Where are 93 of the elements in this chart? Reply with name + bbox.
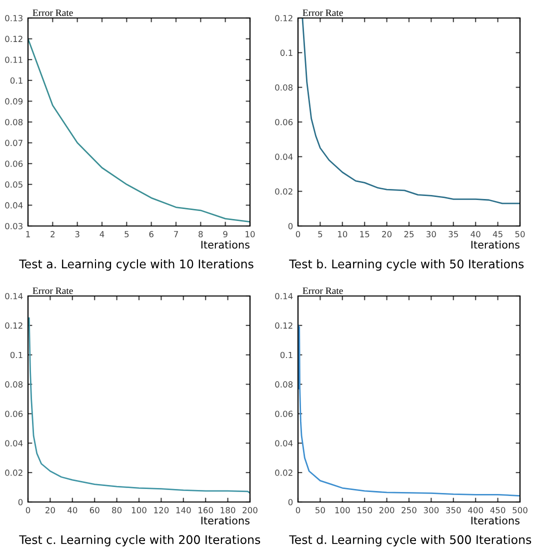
x-tick-label: 0 bbox=[296, 507, 300, 514]
y-axis-title: Error Rate bbox=[32, 10, 73, 16]
y-tick-label: 0.06 bbox=[5, 160, 23, 167]
x-tick-label: 200 bbox=[242, 507, 258, 514]
x-tick-label: 500 bbox=[512, 507, 528, 514]
line-series bbox=[302, 18, 520, 204]
y-tick-label: 0.02 bbox=[5, 470, 22, 476]
x-tick-label: 300 bbox=[424, 507, 439, 514]
line-series bbox=[28, 38, 250, 223]
y-tick-label: 0.03 bbox=[5, 222, 22, 230]
x-tick-label: 20 bbox=[382, 231, 392, 238]
x-tick-label: 250 bbox=[402, 507, 416, 514]
y-tick-label: 0.04 bbox=[275, 154, 293, 160]
y-tick-label: 0.08 bbox=[5, 118, 23, 126]
x-tick-label: 3 bbox=[75, 231, 80, 238]
line-series bbox=[298, 324, 520, 497]
x-tick-label: 6 bbox=[149, 231, 154, 238]
x-tick-label: 8 bbox=[198, 231, 203, 238]
x-tick-label: 5 bbox=[124, 231, 129, 238]
x-tick-label: 9 bbox=[223, 231, 228, 238]
x-tick-label: 10 bbox=[246, 231, 255, 238]
x-tick-label: 2 bbox=[50, 231, 54, 238]
x-tick-label: 0 bbox=[26, 507, 30, 514]
x-tick-label: 140 bbox=[176, 507, 191, 514]
y-tick-label: 0.12 bbox=[5, 322, 22, 329]
y-tick-label: 0.06 bbox=[5, 410, 23, 417]
y-tick-label: 0 bbox=[18, 498, 23, 506]
x-tick-label: 350 bbox=[446, 507, 461, 514]
y-tick-label: 0 bbox=[288, 498, 293, 506]
x-axis-title: Iterations bbox=[201, 240, 250, 249]
y-tick-label: 0.11 bbox=[5, 56, 22, 63]
x-tick-label: 5 bbox=[318, 231, 322, 238]
y-tick-label: 0.1 bbox=[280, 352, 292, 358]
y-tick-label: 0.04 bbox=[5, 440, 23, 446]
y-tick-label: 0.08 bbox=[275, 84, 293, 91]
y-tick-label: 0.08 bbox=[275, 381, 293, 388]
x-tick-label: 15 bbox=[360, 231, 370, 238]
y-axis-title: Error Rate bbox=[302, 10, 343, 16]
y-tick-label: 0.07 bbox=[5, 140, 22, 146]
y-tick-label: 0.04 bbox=[275, 440, 293, 446]
x-tick-label: 40 bbox=[68, 507, 78, 514]
text: Test d. Learning cycle with 500 Iterations bbox=[289, 534, 532, 546]
text: Test b. Learning cycle with 50 Iterations bbox=[289, 259, 524, 271]
x-tick-label: 180 bbox=[220, 507, 236, 514]
y-axis-title: Error Rate bbox=[32, 288, 73, 294]
line-series bbox=[28, 317, 250, 494]
x-axis-title: Iterations bbox=[471, 516, 520, 524]
x-tick-label: 40 bbox=[470, 231, 480, 238]
x-tick-label: 35 bbox=[448, 231, 458, 238]
y-tick-label: 0.1 bbox=[10, 352, 22, 358]
y-tick-label: 0.1 bbox=[10, 77, 22, 84]
text: Test a. Learning cycle with 10 Iterations bbox=[19, 259, 254, 271]
x-tick-label: 30 bbox=[426, 231, 436, 238]
y-tick-label: 0.02 bbox=[275, 188, 292, 195]
x-tick-label: 150 bbox=[358, 507, 372, 514]
x-tick-label: 7 bbox=[174, 231, 178, 238]
y-axis-title: Error Rate bbox=[302, 288, 343, 294]
y-tick-label: 0.1 bbox=[280, 50, 292, 56]
y-tick-label: 0.06 bbox=[275, 410, 293, 417]
x-tick-label: 160 bbox=[198, 507, 213, 514]
y-tick-label: 0.14 bbox=[275, 292, 293, 300]
x-tick-label: 10 bbox=[338, 231, 348, 238]
y-tick-label: 0 bbox=[288, 222, 293, 230]
y-tick-label: 0.12 bbox=[5, 36, 22, 42]
x-tick-label: 400 bbox=[468, 507, 483, 514]
x-tick-label: 450 bbox=[490, 507, 506, 514]
y-tick-label: 0.04 bbox=[5, 202, 23, 208]
x-tick-label: 4 bbox=[100, 231, 104, 238]
y-tick-label: 0.12 bbox=[275, 322, 292, 329]
y-tick-label: 0.14 bbox=[5, 292, 23, 300]
x-tick-label: 45 bbox=[492, 231, 502, 238]
y-tick-label: 0.05 bbox=[5, 181, 22, 188]
y-tick-label: 0.08 bbox=[5, 381, 23, 388]
x-tick-label: 80 bbox=[112, 507, 122, 514]
x-tick-label: 25 bbox=[404, 231, 414, 238]
y-tick-label: 0.09 bbox=[5, 98, 23, 104]
y-tick-label: 0.13 bbox=[5, 14, 22, 22]
x-tick-label: 100 bbox=[335, 507, 350, 514]
x-tick-label: 60 bbox=[90, 507, 100, 514]
text: Test c. Learning cycle with 200 Iterations bbox=[19, 534, 260, 546]
y-tick-label: 0.06 bbox=[275, 118, 293, 126]
x-tick-label: 50 bbox=[515, 231, 525, 238]
y-tick-label: 0.02 bbox=[275, 470, 292, 476]
x-tick-label: 200 bbox=[379, 507, 394, 514]
x-tick-label: 120 bbox=[154, 507, 169, 514]
x-tick-label: 1 bbox=[26, 231, 30, 238]
x-tick-label: 50 bbox=[316, 507, 325, 514]
x-tick-label: 0 bbox=[296, 231, 300, 238]
x-tick-label: 20 bbox=[46, 507, 55, 514]
x-axis-title: Iterations bbox=[471, 240, 520, 249]
x-axis-title: Iterations bbox=[201, 516, 250, 524]
y-tick-label: 0.12 bbox=[275, 14, 292, 22]
x-tick-label: 100 bbox=[132, 507, 146, 514]
